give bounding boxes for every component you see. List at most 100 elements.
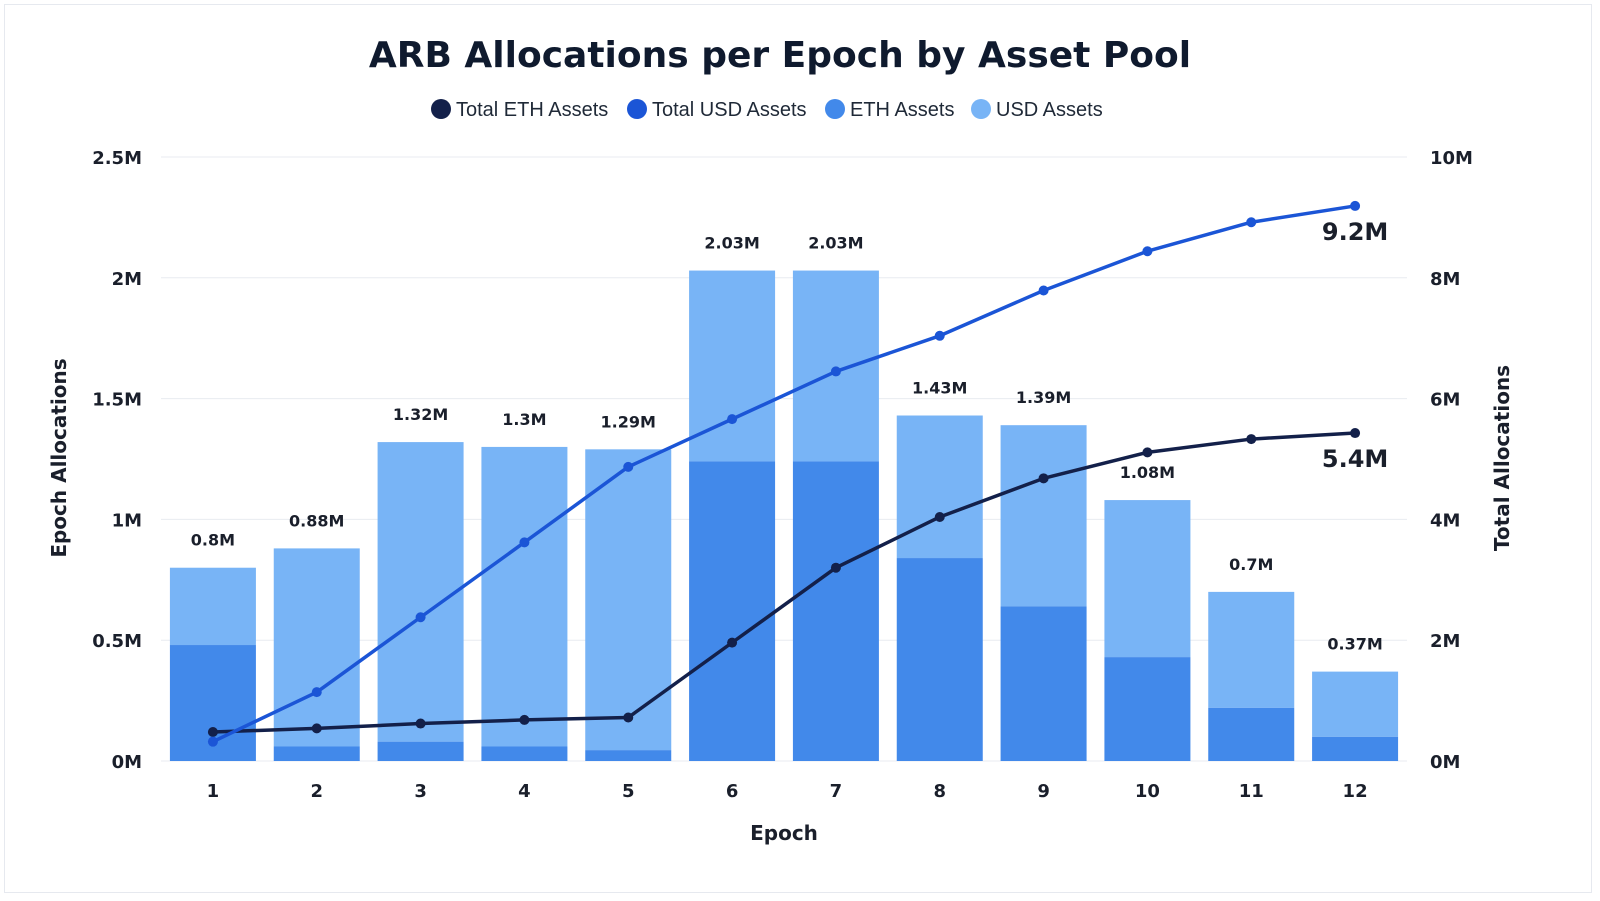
bar-total-label: 1.43M: [912, 379, 967, 398]
point-total-eth-assets: [311, 723, 322, 734]
bar-usd-assets: [1312, 671, 1399, 737]
y-tick-right-label: 8M: [1430, 269, 1460, 290]
point-total-eth-assets: [1142, 447, 1153, 458]
bar-total-label: 1.3M: [502, 410, 546, 429]
bar-total-label: 1.32M: [393, 405, 448, 424]
y-tick-left-label: 2M: [112, 269, 142, 290]
bar-usd-assets: [273, 548, 360, 747]
legend-label: Total USD Assets: [652, 99, 807, 121]
bar-usd-assets: [377, 442, 464, 742]
bar-usd-assets: [481, 446, 568, 747]
bar-usd-assets: [1208, 591, 1295, 708]
x-tick-label: 2: [310, 781, 323, 802]
point-total-eth-assets: [1038, 473, 1049, 484]
bar-total-label: 2.03M: [808, 234, 863, 253]
bar-eth-assets: [1208, 707, 1295, 761]
y-tick-left-label: 1M: [112, 510, 142, 531]
bar-usd-assets: [585, 449, 672, 751]
point-total-usd-assets: [934, 330, 945, 341]
point-total-usd-assets: [830, 366, 841, 377]
y-axis-right-title: Total Allocations: [1490, 365, 1514, 551]
bars: [169, 270, 1399, 761]
point-total-usd-assets: [727, 414, 738, 425]
bar-total-label: 1.08M: [1120, 463, 1175, 482]
point-total-usd-assets: [1142, 246, 1153, 257]
x-tick-label: 1: [207, 781, 220, 802]
bar-eth-assets: [792, 461, 879, 761]
x-tick-label: 10: [1135, 781, 1160, 802]
data-labels: 0.8M 0.88M 1.32M 1.3M 1.29M 2.03M 2.03M 1.43M 1.…: [191, 218, 1389, 654]
point-total-usd-assets: [1246, 217, 1257, 228]
legend-label: ETH Assets: [850, 99, 954, 121]
point-total-eth-assets: [207, 727, 218, 738]
bar-total-label: 1.29M: [601, 412, 656, 431]
point-total-usd-assets: [1350, 200, 1361, 211]
lines: [207, 200, 1361, 747]
legend-label: USD Assets: [996, 99, 1103, 121]
x-tick-label: 3: [414, 781, 427, 802]
bar-eth-assets: [585, 750, 672, 761]
point-total-eth-assets: [727, 637, 738, 648]
legend-marker: [627, 99, 647, 119]
x-tick-label: 11: [1239, 781, 1264, 802]
point-total-eth-assets: [830, 562, 841, 573]
y-tick-right-label: 6M: [1430, 390, 1460, 411]
legend-marker: [825, 99, 845, 119]
y-tick-left-label: 0.5M: [92, 631, 142, 652]
chart-title: ARB Allocations per Epoch by Asset Pool: [369, 35, 1191, 76]
y-tick-left-label: 1.5M: [92, 390, 142, 411]
line-total-usd-assets: [211, 204, 1357, 744]
line-total-eth-assets: [211, 431, 1357, 734]
bar-usd-assets: [1000, 425, 1087, 607]
y-tick-left-label: 0M: [112, 752, 142, 773]
point-total-usd-assets: [519, 537, 530, 548]
x-tick-label: 6: [726, 781, 739, 802]
bar-usd-assets: [689, 270, 776, 462]
point-total-eth-assets: [934, 511, 945, 522]
bar-eth-assets: [689, 461, 776, 761]
bar-usd-assets: [896, 415, 983, 559]
bar-total-label: 1.39M: [1016, 388, 1071, 407]
bar-total-label: 0.88M: [289, 511, 344, 530]
gridlines: [161, 156, 1407, 762]
point-total-usd-assets: [311, 687, 322, 698]
end-label-total-usd-assets: 9.2M: [1322, 218, 1388, 246]
point-total-usd-assets: [207, 736, 218, 747]
bar-eth-assets: [1104, 657, 1191, 761]
point-total-usd-assets: [415, 612, 426, 623]
x-tick-label: 12: [1343, 781, 1368, 802]
end-label-total-eth-assets: 5.4M: [1322, 445, 1388, 473]
point-total-eth-assets: [415, 718, 426, 729]
legend-marker: [971, 99, 991, 119]
y-axis-left-title: Epoch Allocations: [47, 358, 71, 557]
bar-total-label: 2.03M: [704, 234, 759, 253]
x-tick-label: 4: [518, 781, 531, 802]
y-tick-right-label: 0M: [1430, 752, 1460, 773]
x-axis-title: Epoch: [750, 821, 818, 845]
x-tick-label: 5: [622, 781, 635, 802]
y-tick-right-label: 4M: [1430, 510, 1460, 531]
legend-label: Total ETH Assets: [456, 99, 608, 121]
bar-eth-assets: [377, 741, 464, 761]
bar-eth-assets: [896, 558, 983, 761]
bar-eth-assets: [481, 746, 568, 761]
legend: Total ETH Assets Total USD Assets ETH Asse…: [431, 99, 1103, 121]
y-tick-right-label: 10M: [1430, 148, 1473, 169]
point-total-eth-assets: [519, 714, 530, 725]
bar-total-label: 0.7M: [1229, 555, 1273, 574]
point-total-eth-assets: [623, 712, 634, 723]
bar-eth-assets: [1000, 606, 1087, 761]
bar-usd-assets: [1104, 500, 1191, 658]
point-total-eth-assets: [1246, 434, 1257, 445]
point-total-eth-assets: [1350, 428, 1361, 439]
x-tick-label: 8: [933, 781, 946, 802]
bar-eth-assets: [273, 746, 360, 761]
point-total-usd-assets: [623, 461, 634, 472]
x-tick-label: 7: [830, 781, 843, 802]
bar-usd-assets: [169, 567, 256, 646]
bar-total-label: 0.37M: [1327, 635, 1382, 654]
bar-usd-assets: [792, 270, 879, 462]
x-tick-label: 9: [1037, 781, 1050, 802]
